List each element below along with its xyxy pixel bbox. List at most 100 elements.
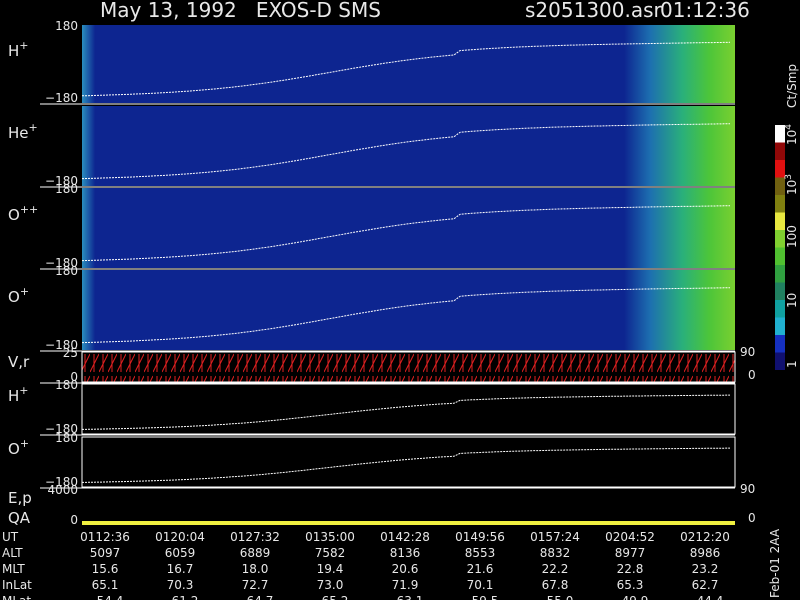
table-cell: 8986 xyxy=(690,546,721,560)
colorbar-label: 100 xyxy=(785,225,799,248)
table-cell: 0120:04 xyxy=(155,530,205,544)
table-cell: 8832 xyxy=(540,546,571,560)
panel-frame xyxy=(81,436,736,488)
right-tick-label: 90 xyxy=(740,345,755,359)
table-cell: −59.5 xyxy=(462,594,499,600)
y-tick-label: 0 xyxy=(70,370,78,384)
table-cell: 21.6 xyxy=(467,562,494,576)
table-cell: 15.6 xyxy=(92,562,119,576)
colorbar-cell xyxy=(775,282,785,300)
row-label: ALT xyxy=(2,546,23,560)
table-cell: 73.0 xyxy=(317,578,344,592)
colorbar-label: 10 xyxy=(785,293,799,308)
label-sup: + xyxy=(29,121,38,134)
table-cell: 8553 xyxy=(465,546,496,560)
panel-label: He+ xyxy=(8,121,38,142)
table-cell: 18.0 xyxy=(242,562,269,576)
table-cell: 20.6 xyxy=(392,562,419,576)
panel-label: H+ xyxy=(8,384,29,405)
trace xyxy=(81,287,730,344)
spectrogram xyxy=(82,25,735,103)
label-base: 10 xyxy=(785,130,799,145)
row-label: InLat xyxy=(2,578,32,592)
velocity-panel xyxy=(81,351,736,383)
spectrogram xyxy=(82,188,735,268)
y-tick-label: −180 xyxy=(45,174,78,188)
table-cell: −61.2 xyxy=(162,594,199,600)
table-cell: 8977 xyxy=(615,546,646,560)
colorbar-cell xyxy=(775,265,785,283)
label-sup: + xyxy=(19,39,28,52)
trace xyxy=(81,205,730,262)
table-cell: 23.2 xyxy=(692,562,719,576)
trace xyxy=(81,41,731,97)
table-cell: 0135:00 xyxy=(305,530,355,544)
table-cell: −65.2 xyxy=(312,594,349,600)
table-cell: −63.1 xyxy=(387,594,424,600)
table-cell: 70.1 xyxy=(467,578,494,592)
label-text: O xyxy=(8,288,20,306)
table-cell: 0127:32 xyxy=(230,530,280,544)
table-cell: 19.4 xyxy=(317,562,344,576)
label-sup: + xyxy=(19,384,28,397)
table-cell: 70.3 xyxy=(167,578,194,592)
panel-label: H+ xyxy=(8,39,29,60)
table-cell: 71.9 xyxy=(392,578,419,592)
panel-label: O+ xyxy=(8,285,29,306)
row-label: MLat xyxy=(2,594,31,600)
colorbar-cell xyxy=(775,177,785,195)
table-cell: 6889 xyxy=(240,546,271,560)
table-cell: 5097 xyxy=(90,546,121,560)
time: 01:12:36 xyxy=(660,0,750,22)
panel-label: E,p xyxy=(8,489,32,507)
y-tick-label: 4000 xyxy=(47,483,78,497)
colorbar-cell xyxy=(775,352,785,370)
colorbar-unit: Ct/Smp xyxy=(785,64,799,108)
y-tick-label: 0 xyxy=(70,513,78,527)
table-cell: 67.8 xyxy=(542,578,569,592)
row-label: UT xyxy=(2,530,19,544)
table-cell: 0157:24 xyxy=(530,530,580,544)
right-tick-label: 0 xyxy=(748,511,756,525)
table-cell: 22.8 xyxy=(617,562,644,576)
panel-label: O++ xyxy=(8,203,38,224)
table-cell: 16.7 xyxy=(167,562,194,576)
table-cell: −49.9 xyxy=(612,594,649,600)
row-label: MLT xyxy=(2,562,25,576)
colorbar-cell xyxy=(775,125,785,143)
colorbar-label: 1 xyxy=(785,360,799,368)
label-text: E,p xyxy=(8,489,32,507)
label-text: O xyxy=(8,206,20,224)
y-tick-label: −180 xyxy=(45,91,78,105)
label-text: O xyxy=(8,440,20,458)
footer-note: Feb-01 2AA xyxy=(768,528,782,598)
qa-bar xyxy=(82,521,735,525)
panel-label: O+ xyxy=(8,437,29,458)
label-sup: + xyxy=(20,437,29,450)
trace xyxy=(81,394,731,430)
colorbar-cell xyxy=(775,230,785,248)
label-text: H xyxy=(8,42,19,60)
y-tick-label: −180 xyxy=(45,256,78,270)
right-tick-label: 0 xyxy=(748,368,756,382)
table-cell: 22.2 xyxy=(542,562,569,576)
panel-label: QA xyxy=(8,509,31,527)
table-cell: 0212:20 xyxy=(680,530,730,544)
trace xyxy=(81,123,730,180)
colorbar-cell xyxy=(775,160,785,178)
table-cell: 0112:36 xyxy=(80,530,130,544)
colorbar-cell xyxy=(775,195,785,213)
spectrogram xyxy=(82,270,735,350)
title: May 13, 1992 EXOS-D SMS xyxy=(100,0,381,22)
y-tick-label: −180 xyxy=(45,422,78,436)
table-cell: −44.4 xyxy=(687,594,724,600)
label-sup: 4 xyxy=(784,124,794,130)
panel-frame xyxy=(81,383,736,435)
label-sup: ++ xyxy=(20,203,38,216)
colorbar-cell xyxy=(775,142,785,160)
label-text: V,r xyxy=(8,353,30,371)
colorbar-label: 104 xyxy=(784,124,799,145)
y-tick-label: −180 xyxy=(45,338,78,352)
y-tick-label: 25 xyxy=(63,346,78,360)
